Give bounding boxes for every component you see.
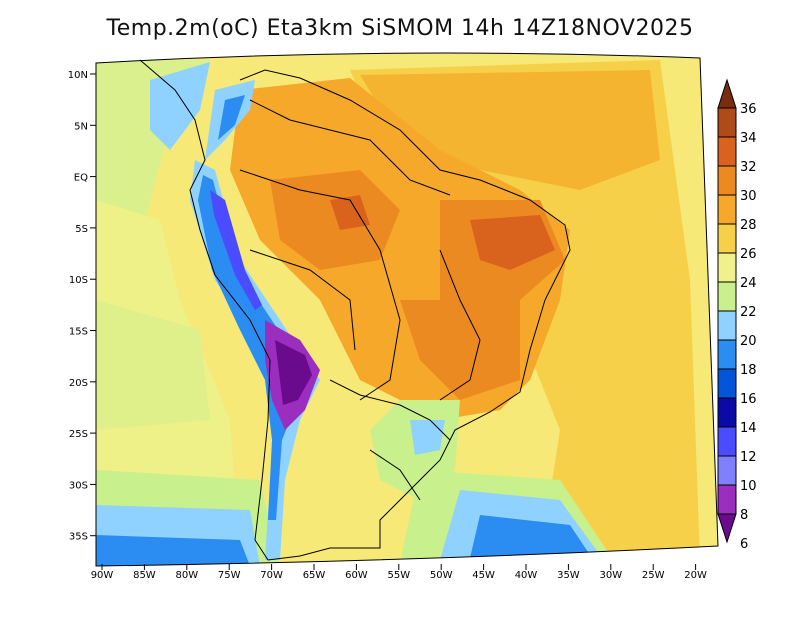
lon-tick-label: 75W — [218, 570, 241, 581]
colorbar-label: 28 — [740, 218, 757, 233]
colorbar-segment — [717, 136, 737, 167]
lon-tick-label: 80W — [175, 570, 198, 581]
lon-tick-label: 85W — [133, 570, 156, 581]
country-borders — [139, 59, 571, 561]
colorbar-segment — [717, 165, 737, 196]
colorbar-segment — [717, 223, 737, 254]
colorbar-segment — [717, 484, 737, 515]
lat-tick-label: 10S — [69, 275, 88, 286]
colorbar-bottom-arrow — [717, 513, 737, 544]
colorbar-label: 34 — [740, 131, 757, 146]
lat-axis: 10N 5N EQ 5S 10S 15S 20S 25S 30S 35S — [68, 70, 96, 543]
colorbar-label: 36 — [740, 102, 757, 117]
lon-tick-label: 25W — [642, 570, 665, 581]
colorbar-segment — [717, 339, 737, 370]
lat-tick-label: 10N — [68, 70, 88, 81]
colorbar-label: 16 — [740, 392, 757, 407]
colorbar: 6 8 10 12 14 16 18 20 22 24 26 28 30 32 34 36 — [717, 78, 757, 552]
lon-tick-label: 55W — [387, 570, 410, 581]
lon-tick-label: 65W — [303, 570, 326, 581]
temperature-field — [96, 53, 718, 566]
colorbar-label: 18 — [740, 363, 757, 378]
colorbar-segment — [717, 368, 737, 399]
lon-tick-label: 60W — [345, 570, 368, 581]
colorbar-segment — [717, 194, 737, 225]
colorbar-segment — [717, 107, 737, 138]
lon-tick-label: 45W — [472, 570, 495, 581]
colorbar-label: 20 — [740, 334, 757, 349]
lon-tick-label: 90W — [91, 570, 114, 581]
lat-tick-label: 5S — [75, 224, 88, 235]
colorbar-segment — [717, 310, 737, 341]
lat-tick-label: 15S — [69, 327, 88, 338]
colorbar-label: 32 — [740, 160, 757, 175]
colorbar-label: 12 — [740, 450, 757, 465]
lat-tick-label: 5N — [74, 121, 88, 132]
colorbar-label: 26 — [740, 247, 757, 262]
colorbar-segment — [717, 397, 737, 428]
lat-tick-label: 35S — [69, 532, 88, 543]
colorbar-segment — [717, 281, 737, 312]
colorbar-label: 24 — [740, 276, 757, 291]
lon-axis: 90W 85W 80W 75W 70W 65W 60W 55W 50W 45W 40W 35W 30W 2… — [91, 564, 707, 581]
lon-tick-label: 20W — [684, 570, 707, 581]
colorbar-label: 8 — [740, 508, 748, 523]
map-frame — [95, 52, 719, 567]
colorbar-segment — [717, 455, 737, 486]
lat-tick-label: EQ — [74, 173, 88, 184]
lon-tick-label: 70W — [260, 570, 283, 581]
map-title: Temp.2m(oC) Eta3km SiSMOM 14h 14Z18NOV20… — [106, 16, 694, 41]
colorbar-segment — [717, 252, 737, 283]
colorbar-label: 6 — [740, 537, 748, 552]
lat-tick-label: 30S — [69, 480, 88, 491]
lon-tick-label: 30W — [599, 570, 622, 581]
colorbar-label: 22 — [740, 305, 757, 320]
lat-tick-label: 25S — [69, 429, 88, 440]
colorbar-label: 14 — [740, 421, 757, 436]
lat-tick-label: 20S — [69, 378, 88, 389]
colorbar-label: 30 — [740, 189, 757, 204]
colorbar-top-arrow — [717, 78, 737, 109]
lon-tick-label: 40W — [515, 570, 538, 581]
lon-tick-label: 35W — [557, 570, 580, 581]
lon-tick-label: 50W — [430, 570, 453, 581]
colorbar-label: 10 — [740, 479, 757, 494]
colorbar-segment — [717, 426, 737, 457]
